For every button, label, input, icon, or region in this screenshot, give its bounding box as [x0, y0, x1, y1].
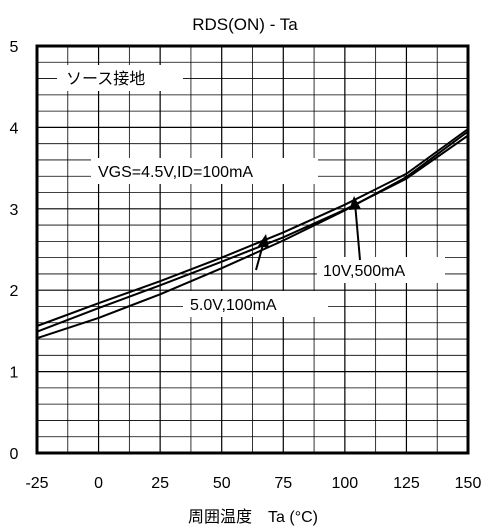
x-tick-label: 25 — [151, 475, 169, 492]
x-tick-label: 150 — [455, 475, 482, 492]
annotation-5v-100ma: 5.0V,100mA — [190, 297, 277, 314]
annotation-10v-500ma: 10V,500mA — [323, 263, 405, 280]
x-tick-label: 100 — [332, 475, 359, 492]
y-tick-label: 4 — [10, 120, 19, 137]
y-tick-label: 3 — [10, 202, 19, 219]
tick-labels: -25 0 25 50 75 100 125 150 0 1 2 3 4 5 — [10, 39, 482, 492]
series-line-2 — [36, 134, 469, 333]
arrow-10v — [349, 196, 361, 261]
series-group — [36, 128, 469, 340]
annotation-condition2: VGS=4.5V,ID=100mA — [98, 164, 253, 181]
x-tick-label: 0 — [94, 475, 103, 492]
annotation-box-condition2 — [91, 158, 318, 184]
annotation-box-5v — [183, 291, 328, 317]
series-line-1 — [36, 128, 469, 327]
annotation-box-condition1 — [57, 65, 183, 91]
chart-title: RDS(ON) - Ta — [192, 15, 298, 34]
x-tick-label: 50 — [213, 475, 231, 492]
x-tick-label: 75 — [274, 475, 292, 492]
annotation-condition1: ソース接地 — [66, 70, 145, 88]
y-tick-label: 5 — [10, 39, 19, 56]
arrow-5v — [255, 234, 269, 271]
plot-frame — [35, 44, 470, 455]
y-tick-label: 0 — [10, 446, 19, 463]
y-tick-label: 1 — [10, 365, 19, 382]
x-axis-label: 周囲温度 Ta (°C) — [188, 508, 318, 526]
annotation-box-10v — [317, 257, 445, 283]
series-line-3 — [36, 130, 469, 340]
y-tick-label: 2 — [10, 283, 19, 300]
x-tick-label: 125 — [393, 475, 420, 492]
x-tick-label: -25 — [25, 475, 48, 492]
